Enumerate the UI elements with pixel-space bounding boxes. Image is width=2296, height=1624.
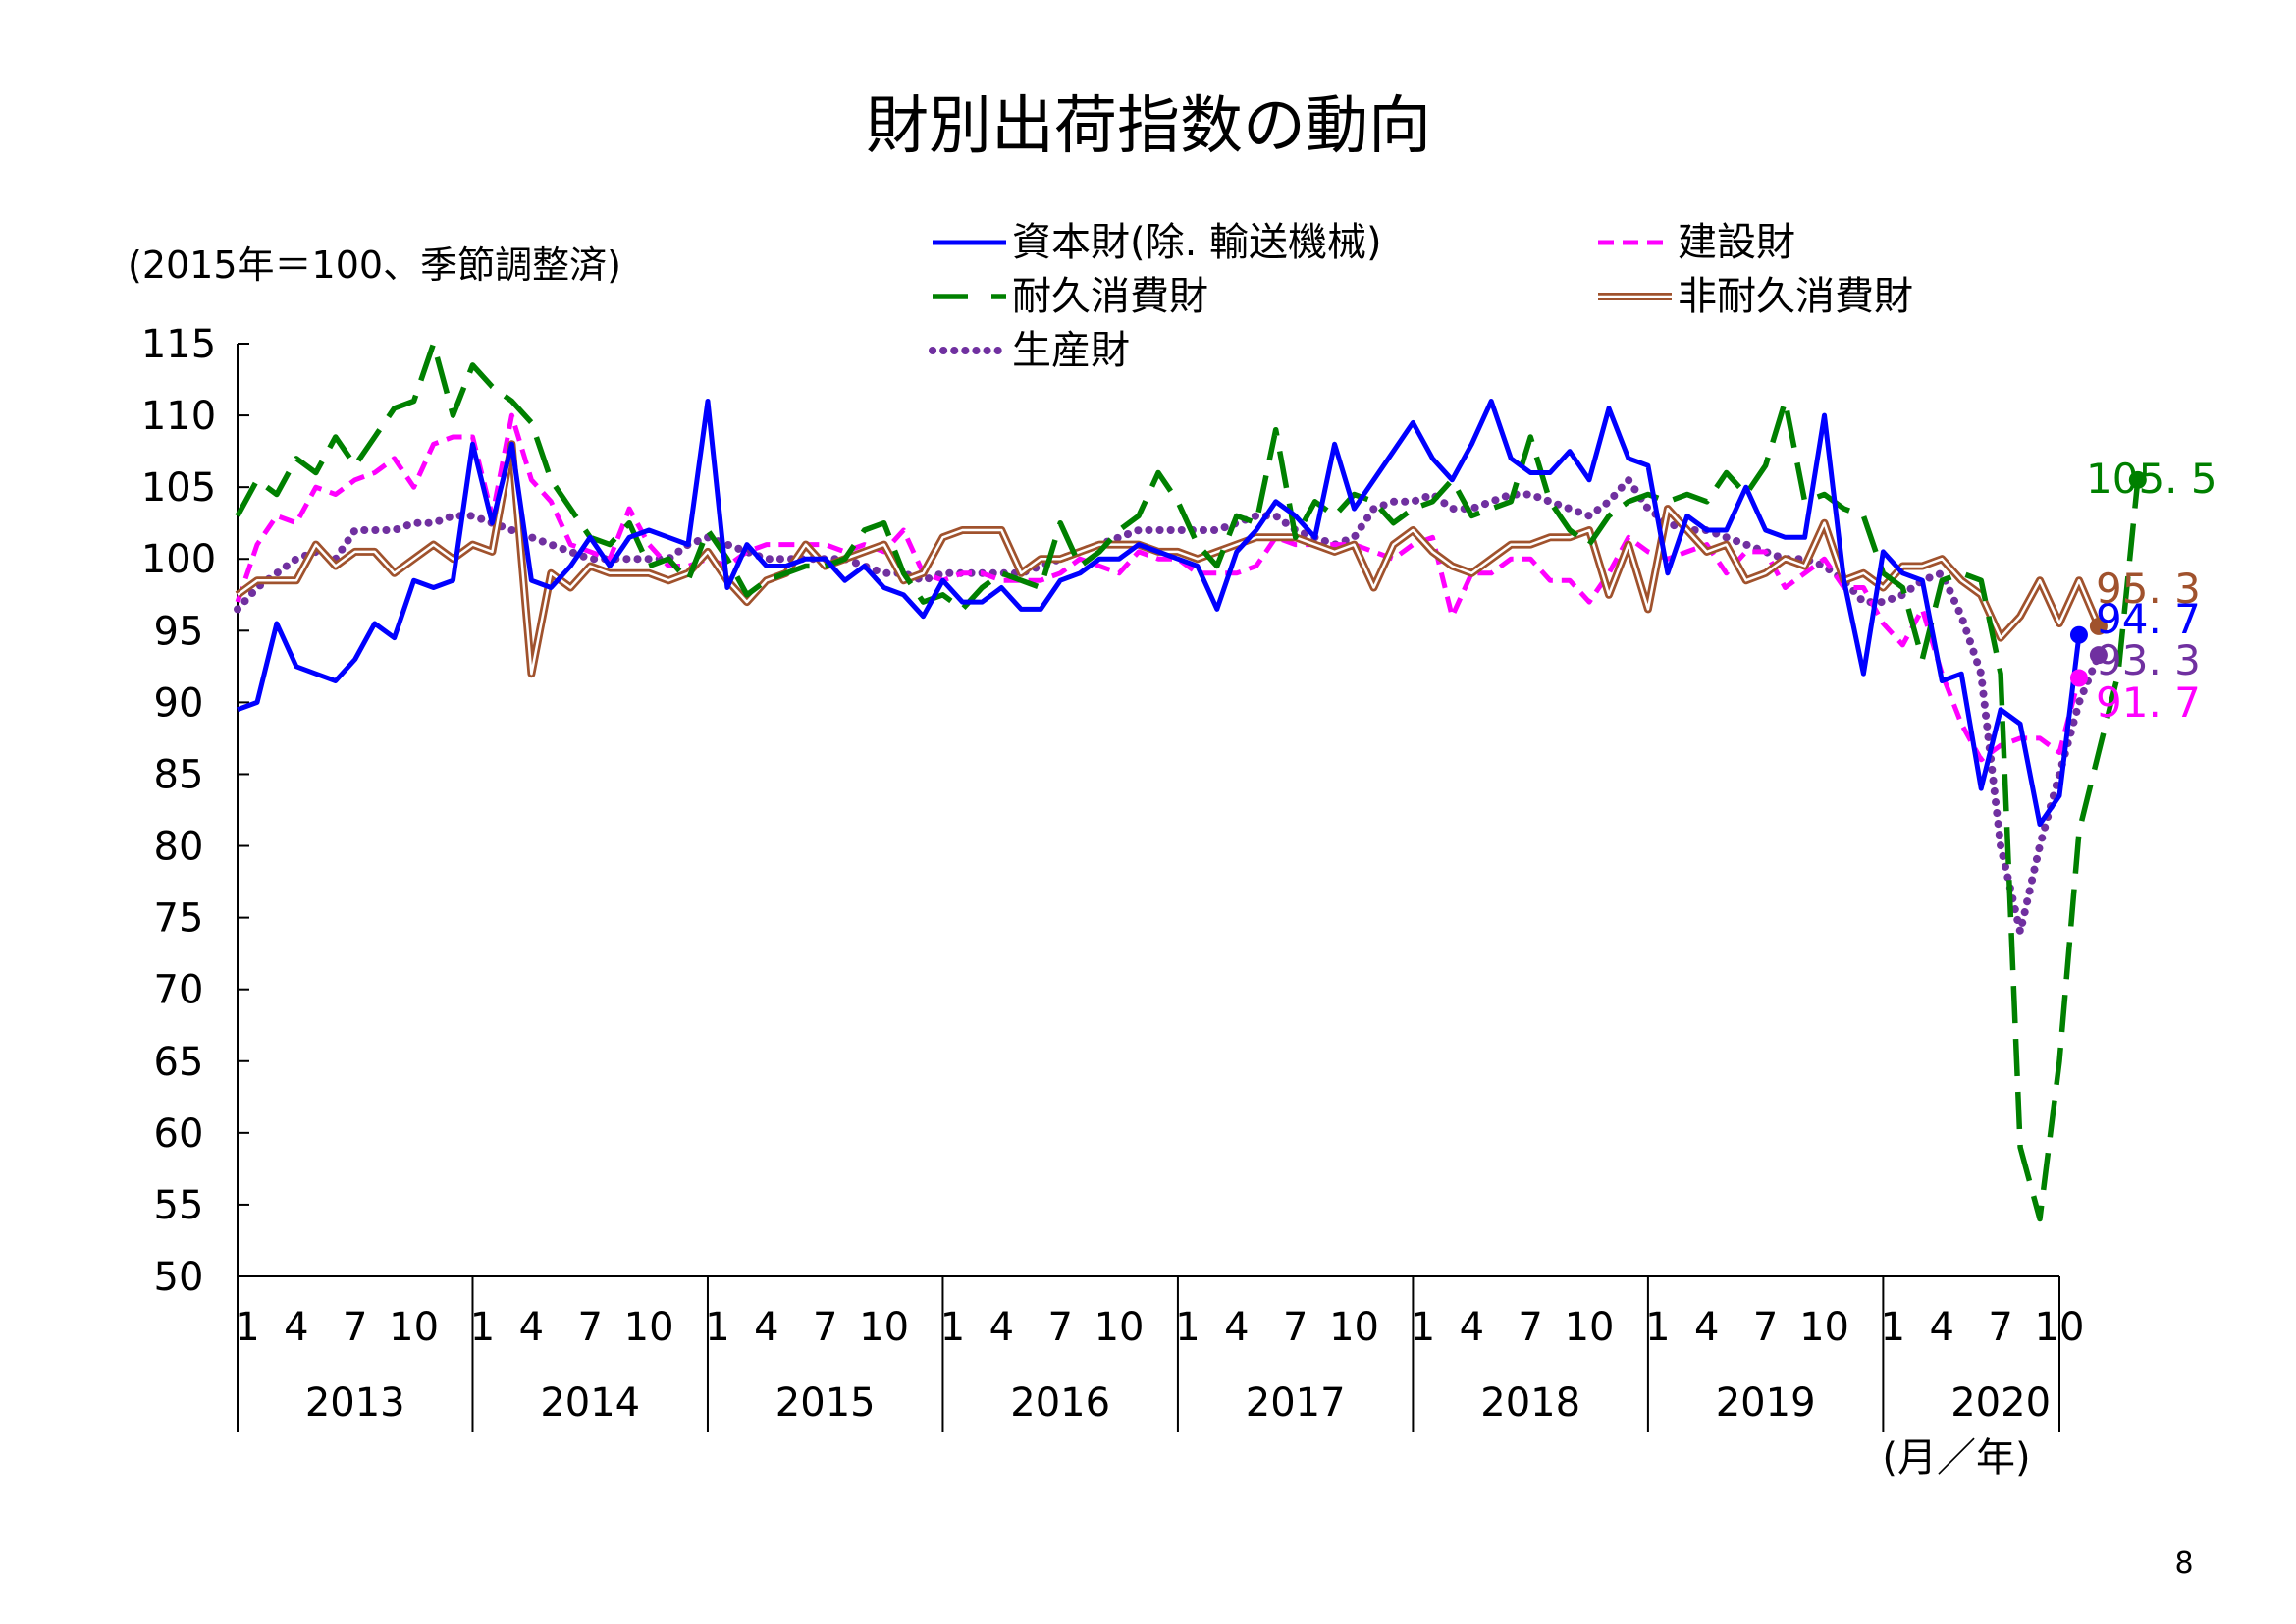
end-marker-4	[2089, 646, 2108, 665]
month-tick-label: 10	[624, 1305, 674, 1350]
month-tick-label: 4	[754, 1305, 778, 1350]
series-line-4	[234, 475, 2103, 937]
year-label: 2018	[1480, 1380, 1580, 1426]
month-tick-label: 4	[1224, 1305, 1249, 1350]
year-label: 2013	[305, 1380, 405, 1426]
month-tick-label: 1	[705, 1305, 729, 1350]
series-line-3-inner	[237, 443, 2101, 676]
month-tick-label: 4	[1930, 1305, 1954, 1350]
month-tick-label: 1	[1881, 1305, 1905, 1350]
page-number: 8	[2174, 1546, 2193, 1581]
month-tick-label: 1	[1175, 1305, 1200, 1350]
end-label-1: 91. 7	[2096, 678, 2201, 727]
legend-label-0: 資本財(除. 輸送機械)	[1012, 220, 1382, 265]
year-label: 2017	[1246, 1380, 1346, 1426]
end-marker-3	[2089, 617, 2108, 635]
end-marker-1	[2069, 669, 2088, 687]
year-label: 2019	[1716, 1380, 1816, 1426]
month-tick-label: 4	[1460, 1305, 1484, 1350]
y-tick-label: 60	[154, 1111, 204, 1157]
unit-label: (2015年＝100、季節調整済)	[128, 244, 621, 287]
month-tick-label: 1	[940, 1305, 965, 1350]
year-label: 2020	[1950, 1380, 2051, 1426]
month-tick-label: 7	[577, 1305, 602, 1350]
end-marker-0	[2069, 625, 2088, 644]
series-line-0	[237, 399, 2082, 828]
month-tick-label: 10	[1799, 1305, 1849, 1350]
month-tick-label: 7	[1047, 1305, 1072, 1350]
month-tick-label: 4	[519, 1305, 544, 1350]
y-tick-label: 90	[154, 680, 204, 726]
legend-label-4: 生産財	[1012, 328, 1130, 373]
month-tick-label: 7	[1518, 1305, 1542, 1350]
end-label-0: 94. 7	[2096, 595, 2201, 643]
y-tick-label: 65	[154, 1040, 204, 1085]
y-tick-label: 100	[141, 537, 216, 582]
y-tick-label: 105	[141, 465, 216, 511]
end-label-2: 105. 5	[2086, 455, 2217, 503]
month-tick-label: 10	[1329, 1305, 1379, 1350]
month-tick-label: 1	[235, 1305, 259, 1350]
end-marker-2	[2128, 470, 2147, 489]
y-tick-label: 110	[141, 394, 216, 439]
y-tick-label: 75	[154, 896, 204, 942]
month-tick-label: 4	[284, 1305, 308, 1350]
month-tick-label: 7	[1753, 1305, 1778, 1350]
month-tick-label: 1	[470, 1305, 495, 1350]
y-tick-label: 85	[154, 752, 204, 797]
year-label: 2016	[1010, 1380, 1110, 1426]
series-group	[234, 341, 2147, 1222]
month-tick-label: 10	[1095, 1305, 1145, 1350]
year-label: 2014	[540, 1380, 640, 1426]
end-label-4: 93. 3	[2096, 636, 2201, 684]
y-tick-label: 70	[154, 968, 204, 1013]
month-tick-label: 4	[1694, 1305, 1719, 1350]
month-tick-label: 7	[813, 1305, 837, 1350]
y-tick-label: 50	[154, 1255, 204, 1300]
month-tick-label: 7	[1988, 1305, 2012, 1350]
y-tick-label: 95	[154, 609, 204, 654]
legend-label-3: 非耐久消費財	[1678, 274, 1913, 319]
month-tick-label: 10	[859, 1305, 909, 1350]
y-tick-label: 115	[141, 322, 216, 367]
month-tick-label: 4	[989, 1305, 1014, 1350]
legend-label-2: 耐久消費財	[1012, 274, 1208, 319]
month-tick-label: 10	[1565, 1305, 1615, 1350]
legend-label-1: 建設財	[1678, 220, 1795, 265]
chart-title: 財別出荷指数の動向	[866, 90, 1431, 163]
end-labels: 94. 7 91. 7 105. 5 95. 3 93. 3	[2086, 455, 2217, 727]
y-tick-label: 80	[154, 825, 204, 870]
month-tick-label: 1	[1411, 1305, 1435, 1350]
y-tick-label: 55	[154, 1183, 204, 1228]
y-axis: 50 55 60 65 70 75 80 85 90 95 100 105 110 115	[141, 322, 249, 1300]
year-label: 2015	[775, 1380, 876, 1426]
x-axis-label: (月／年)	[1882, 1435, 2030, 1481]
month-tick-label: 7	[343, 1305, 367, 1350]
month-tick-label: 10	[389, 1305, 439, 1350]
end-label-3: 95. 3	[2096, 565, 2201, 613]
month-tick-label: 1	[1645, 1305, 1670, 1350]
series-line-2	[235, 341, 2141, 1222]
month-tick-label: 7	[1283, 1305, 1308, 1350]
